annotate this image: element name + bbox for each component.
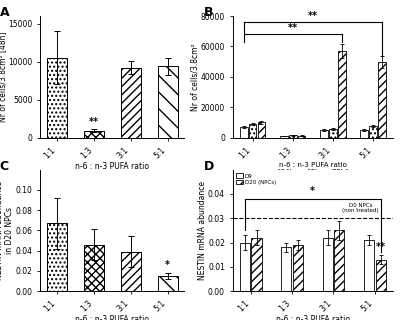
Bar [338, 51, 346, 138]
Text: **: ** [89, 117, 99, 127]
Text: A: A [0, 6, 9, 19]
Bar [298, 136, 306, 138]
Bar [240, 243, 250, 291]
Bar [121, 68, 141, 138]
Bar [47, 223, 67, 291]
X-axis label: n-6 : n-3 PUFA ratio
[24h vs 48h vs 72h]: n-6 : n-3 PUFA ratio [24h vs 48h vs 72h] [278, 162, 348, 175]
Text: B: B [204, 6, 213, 19]
Bar [320, 130, 328, 138]
Bar [121, 252, 141, 291]
Y-axis label: NESTIN mRNA abundance: NESTIN mRNA abundance [198, 181, 207, 280]
Legend: D9, D20 (NPCs): D9, D20 (NPCs) [235, 172, 277, 186]
Bar [47, 58, 67, 138]
Bar [158, 66, 178, 138]
Bar [322, 238, 333, 291]
Text: *: * [165, 260, 170, 270]
Bar [289, 135, 297, 138]
Bar [329, 129, 337, 138]
Text: **: ** [376, 242, 386, 252]
Text: **: ** [308, 11, 318, 21]
Bar [369, 126, 377, 138]
Text: D: D [204, 160, 214, 173]
X-axis label: n-6 : n-3 PUFA ratio: n-6 : n-3 PUFA ratio [75, 315, 149, 320]
Bar [158, 276, 178, 291]
Text: **: ** [288, 23, 298, 34]
Bar [281, 247, 292, 291]
Text: D0 NPCs
(non treated): D0 NPCs (non treated) [342, 203, 379, 213]
Bar [84, 131, 104, 138]
Y-axis label: NESTIN mRNA abundance
in D20 NPCs: NESTIN mRNA abundance in D20 NPCs [0, 181, 14, 280]
Y-axis label: Nr of cells/3.8cm²: Nr of cells/3.8cm² [190, 43, 199, 111]
X-axis label: n-6 : n-3 PUFA ratio: n-6 : n-3 PUFA ratio [75, 162, 149, 171]
Bar [334, 230, 344, 291]
Bar [280, 136, 288, 138]
X-axis label: n-6 : n-3 PUFA ratio: n-6 : n-3 PUFA ratio [276, 315, 350, 320]
Bar [364, 240, 374, 291]
Bar [257, 123, 265, 138]
Bar [360, 130, 368, 138]
Bar [375, 260, 386, 291]
Text: C: C [0, 160, 9, 173]
Y-axis label: Nr of cells/3.8cm² [48h]: Nr of cells/3.8cm² [48h] [0, 32, 7, 122]
Bar [293, 245, 303, 291]
Bar [240, 127, 248, 138]
Bar [378, 61, 386, 138]
Bar [249, 124, 257, 138]
Text: *: * [310, 186, 315, 196]
Bar [84, 244, 104, 291]
Bar [251, 238, 261, 291]
